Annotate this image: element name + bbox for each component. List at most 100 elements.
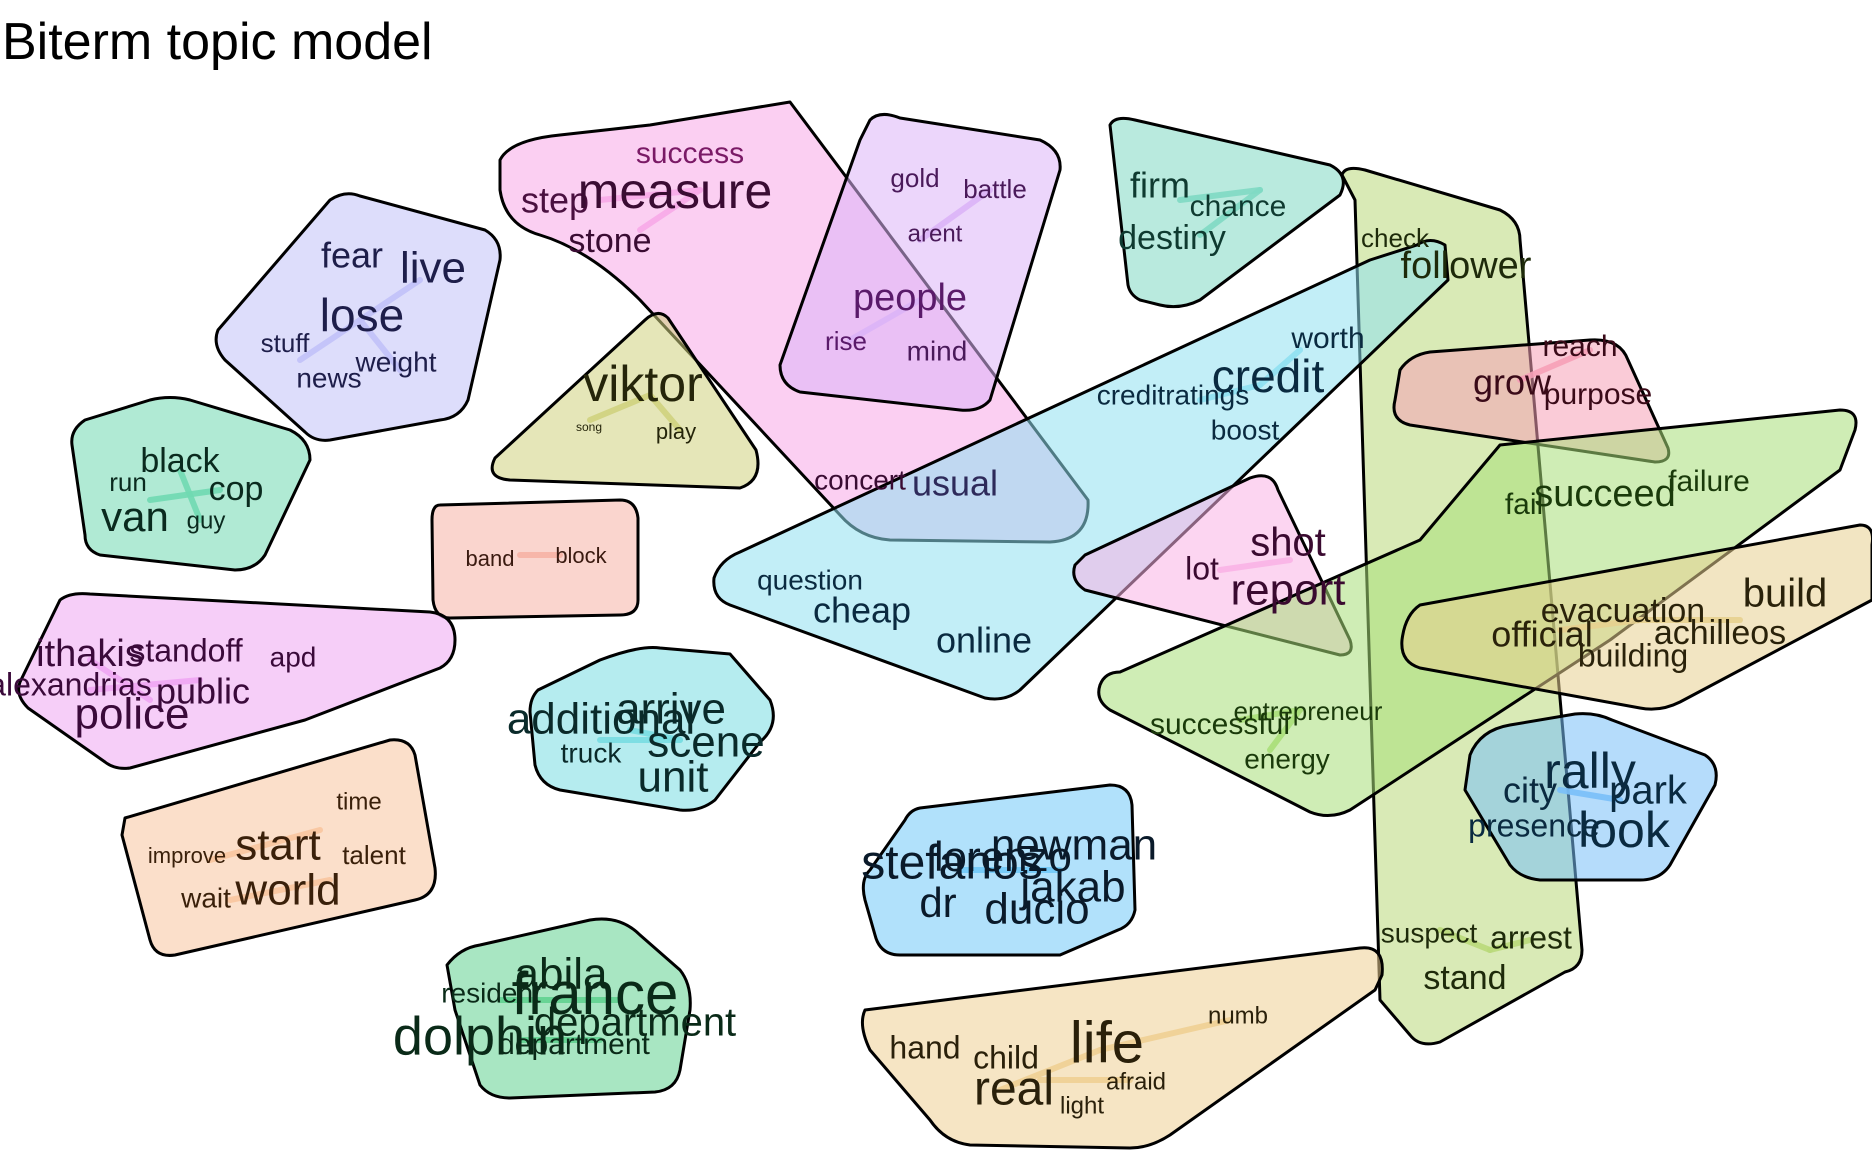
topic-word-credit-1: credit — [1212, 350, 1325, 402]
topic-word-scene-4: unit — [638, 753, 709, 802]
topic-word-follower-0: check — [1361, 223, 1430, 253]
topic-word-life-0: hand — [889, 1029, 960, 1065]
topic-link-world-0 — [207, 827, 323, 863]
topic-word-france-0: abila — [515, 950, 608, 999]
topic-link-fear-1 — [297, 317, 363, 363]
topic-word-world-4: wait — [180, 882, 231, 913]
topic-word-world-3: talent — [342, 840, 406, 870]
topic-word-build-1: evacuation — [1541, 592, 1705, 630]
topic-link-fear-0 — [357, 277, 423, 323]
topic-word-shot-2: report — [1231, 566, 1346, 615]
topic-word-succeed-5: energy — [1244, 743, 1330, 774]
topic-link-rally-0 — [1557, 787, 1623, 803]
topic-link-shot-0 — [1217, 557, 1293, 573]
topic-word-fear-2: lose — [320, 289, 404, 341]
topic-hull-france — [445, 917, 692, 1100]
topic-word-people-2: arent — [908, 220, 963, 247]
topic-word-build-4: building — [1578, 637, 1688, 673]
topic-link-follower-1 — [1487, 937, 1533, 953]
topic-word-police-4: public — [156, 671, 250, 712]
topic-word-fear-0: fear — [321, 235, 383, 276]
topic-link-van-0 — [147, 487, 223, 503]
topic-word-credit-5: cheap — [813, 590, 911, 631]
topic-hull-van — [70, 396, 312, 572]
topic-word-credit-6: online — [936, 620, 1032, 661]
topic-word-firm-0: firm — [1130, 165, 1190, 206]
topic-word-police-3: alexandrias — [0, 666, 152, 702]
topic-word-life-2: life — [1070, 1010, 1144, 1075]
topic-link-success-1 — [637, 187, 703, 233]
topic-word-viktor-1: song — [576, 420, 602, 434]
topic-word-success-0: success — [636, 137, 744, 170]
topic-link-succeed-1 — [1267, 707, 1303, 753]
page-title: Biterm topic model — [2, 13, 433, 71]
topic-word-van-3: van — [101, 493, 169, 540]
topic-word-follower-2: suspect — [1381, 917, 1478, 948]
topic-word-van-0: black — [140, 442, 220, 480]
topic-word-france-1: resident — [441, 977, 541, 1008]
topic-link-world-1 — [227, 877, 333, 903]
topic-word-life-5: afraid — [1106, 1068, 1166, 1095]
topic-word-credit-0: worth — [1290, 322, 1364, 355]
topic-link-success-0 — [597, 187, 703, 203]
topic-word-fear-5: news — [296, 362, 361, 393]
topic-word-newman-0: stefanos — [861, 837, 1042, 890]
topic-word-succeed-1: succeed — [1534, 473, 1676, 515]
topic-word-scene-0: additional — [507, 695, 695, 744]
topic-hull-world — [120, 738, 437, 957]
topic-word-van-4: guy — [187, 507, 226, 534]
topic-link-succeed-0 — [1237, 707, 1303, 723]
topic-word-rally-4: look — [1578, 802, 1671, 858]
topic-word-people-0: gold — [890, 163, 939, 193]
topic-word-build-2: official — [1491, 614, 1592, 655]
topic-word-rally-3: presence — [1468, 807, 1600, 843]
topic-word-build-0: build — [1743, 572, 1828, 616]
topic-word-rally-1: city — [1503, 770, 1557, 811]
topic-word-succeed-3: successful — [1150, 708, 1290, 741]
topic-link-follower-0 — [1437, 927, 1493, 953]
topic-link-firm-1 — [1197, 187, 1263, 238]
topic-word-success-2: measure — [578, 163, 773, 219]
topic-link-reach-0 — [1517, 347, 1593, 383]
topic-word-rally-0: rally — [1544, 743, 1636, 799]
topic-word-success-5: usual — [912, 463, 998, 504]
topic-word-firm-2: destiny — [1118, 219, 1226, 257]
topic-hull-credit — [712, 239, 1450, 701]
topic-word-rally-2: park — [1609, 769, 1688, 813]
topic-word-follower-4: stand — [1423, 959, 1506, 997]
topic-word-france-3: department — [534, 1001, 736, 1045]
topic-word-success-1: step — [521, 180, 589, 221]
topic-link-van-1 — [177, 467, 203, 523]
topic-word-world-1: improve — [148, 843, 226, 868]
topic-word-credit-3: boost — [1211, 414, 1280, 445]
topic-word-france-2: france — [512, 960, 679, 1027]
topic-word-success-4: concert — [814, 464, 906, 495]
topic-link-police-0 — [87, 677, 203, 693]
topic-word-police-0: ithakis — [36, 633, 144, 675]
topic-hull-scene — [528, 646, 775, 812]
topic-word-credit-4: question — [757, 564, 863, 595]
topic-word-people-3: people — [853, 277, 967, 319]
topic-link-people-0 — [917, 187, 993, 243]
topic-word-credit-2: creditratings — [1097, 379, 1250, 410]
topic-word-france-5: department — [498, 1028, 650, 1061]
topic-word-reach-1: grow — [1473, 362, 1552, 403]
topic-word-follower-1: follower — [1401, 245, 1532, 287]
topic-word-succeed-4: entrepreneur — [1234, 696, 1383, 726]
topic-word-france-4: dolphin — [393, 1006, 567, 1066]
topic-word-people-4: rise — [825, 326, 867, 356]
topic-link-credit-0 — [1257, 347, 1303, 388]
topic-word-life-4: real — [974, 1063, 1054, 1116]
topic-word-scene-1: arrive — [616, 685, 726, 734]
topic-hull-fear — [214, 192, 502, 442]
topic-word-follower-3: arrest — [1490, 919, 1572, 955]
topic-word-build-3: achilleos — [1654, 614, 1786, 652]
topic-word-van-2: cop — [209, 470, 264, 508]
topic-word-life-6: light — [1060, 1092, 1104, 1119]
topic-word-world-5: world — [234, 866, 340, 915]
topic-word-reach-0: reach — [1542, 330, 1617, 363]
topic-word-fear-4: weight — [355, 346, 437, 377]
topic-word-newman-3: jakab — [1018, 863, 1125, 912]
topic-hull-band — [430, 498, 640, 620]
